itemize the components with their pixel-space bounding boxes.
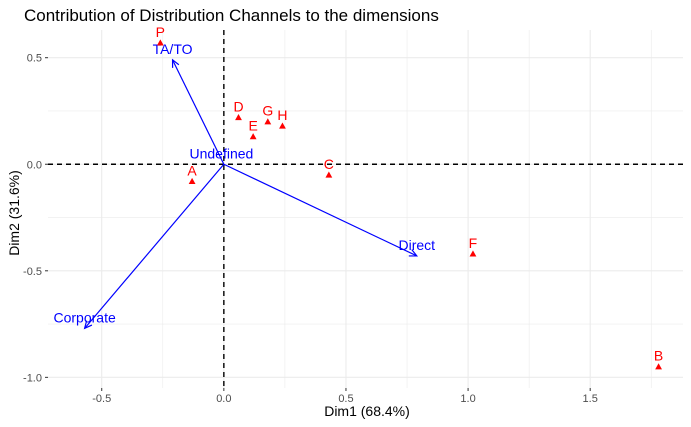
x-axis-ticks: -0.5 0.0 0.5 1.0 1.5 <box>92 388 598 405</box>
row-point-marker <box>188 177 196 185</box>
x-tick-label: 0.0 <box>216 393 231 405</box>
row-point-marker <box>655 363 662 370</box>
chart-title: Contribution of Distribution Channels to… <box>24 6 439 25</box>
row-point-marker <box>325 171 333 178</box>
y-axis-title: Dim2 (31.6%) <box>6 170 22 256</box>
variable-arrow-line <box>84 163 225 329</box>
variable-label: Direct <box>399 237 436 253</box>
x-axis-title: Dim1 (68.4%) <box>324 403 410 419</box>
variable-arrow-line <box>223 163 418 257</box>
row-point-label: P <box>156 24 165 40</box>
row-point-label: A <box>187 162 197 178</box>
row-point-marker <box>235 113 242 121</box>
x-tick-label: 0.5 <box>338 393 353 405</box>
row-point-marker <box>156 39 164 46</box>
y-tick-label: 0.5 <box>27 53 42 65</box>
row-point-label: F <box>469 235 478 251</box>
row-point-label: H <box>277 107 287 123</box>
y-tick-label: 0.0 <box>27 159 42 171</box>
reference-lines <box>48 30 683 388</box>
row-point-marker <box>249 133 257 140</box>
variable-arrow-line <box>172 59 225 165</box>
x-tick-label: 1.5 <box>583 393 598 405</box>
variable-label: Corporate <box>54 309 116 325</box>
x-tick-label: 1.0 <box>460 393 475 405</box>
row-point-marker <box>279 122 286 129</box>
variable-arrow-head <box>408 249 419 257</box>
x-tick-label: -0.5 <box>92 393 111 405</box>
row-point-label: G <box>262 103 273 119</box>
variable-arrow-head <box>171 58 180 68</box>
row-point-label: D <box>233 98 243 114</box>
row-point-marker <box>469 250 477 257</box>
variable-label: Undefined <box>189 145 253 161</box>
y-axis-ticks: 0.5 0.0 -0.5 -1.0 <box>23 53 48 384</box>
grid-lines <box>48 30 683 388</box>
row-points: P A DEG H C F B <box>156 24 663 370</box>
row-point-marker <box>264 118 272 125</box>
row-point-label: C <box>324 156 334 172</box>
row-point-label: B <box>654 348 663 364</box>
row-point-label: E <box>248 118 257 134</box>
y-tick-label: -0.5 <box>23 266 42 278</box>
variable-arrow-head <box>83 320 93 330</box>
y-tick-label: -1.0 <box>23 372 42 384</box>
